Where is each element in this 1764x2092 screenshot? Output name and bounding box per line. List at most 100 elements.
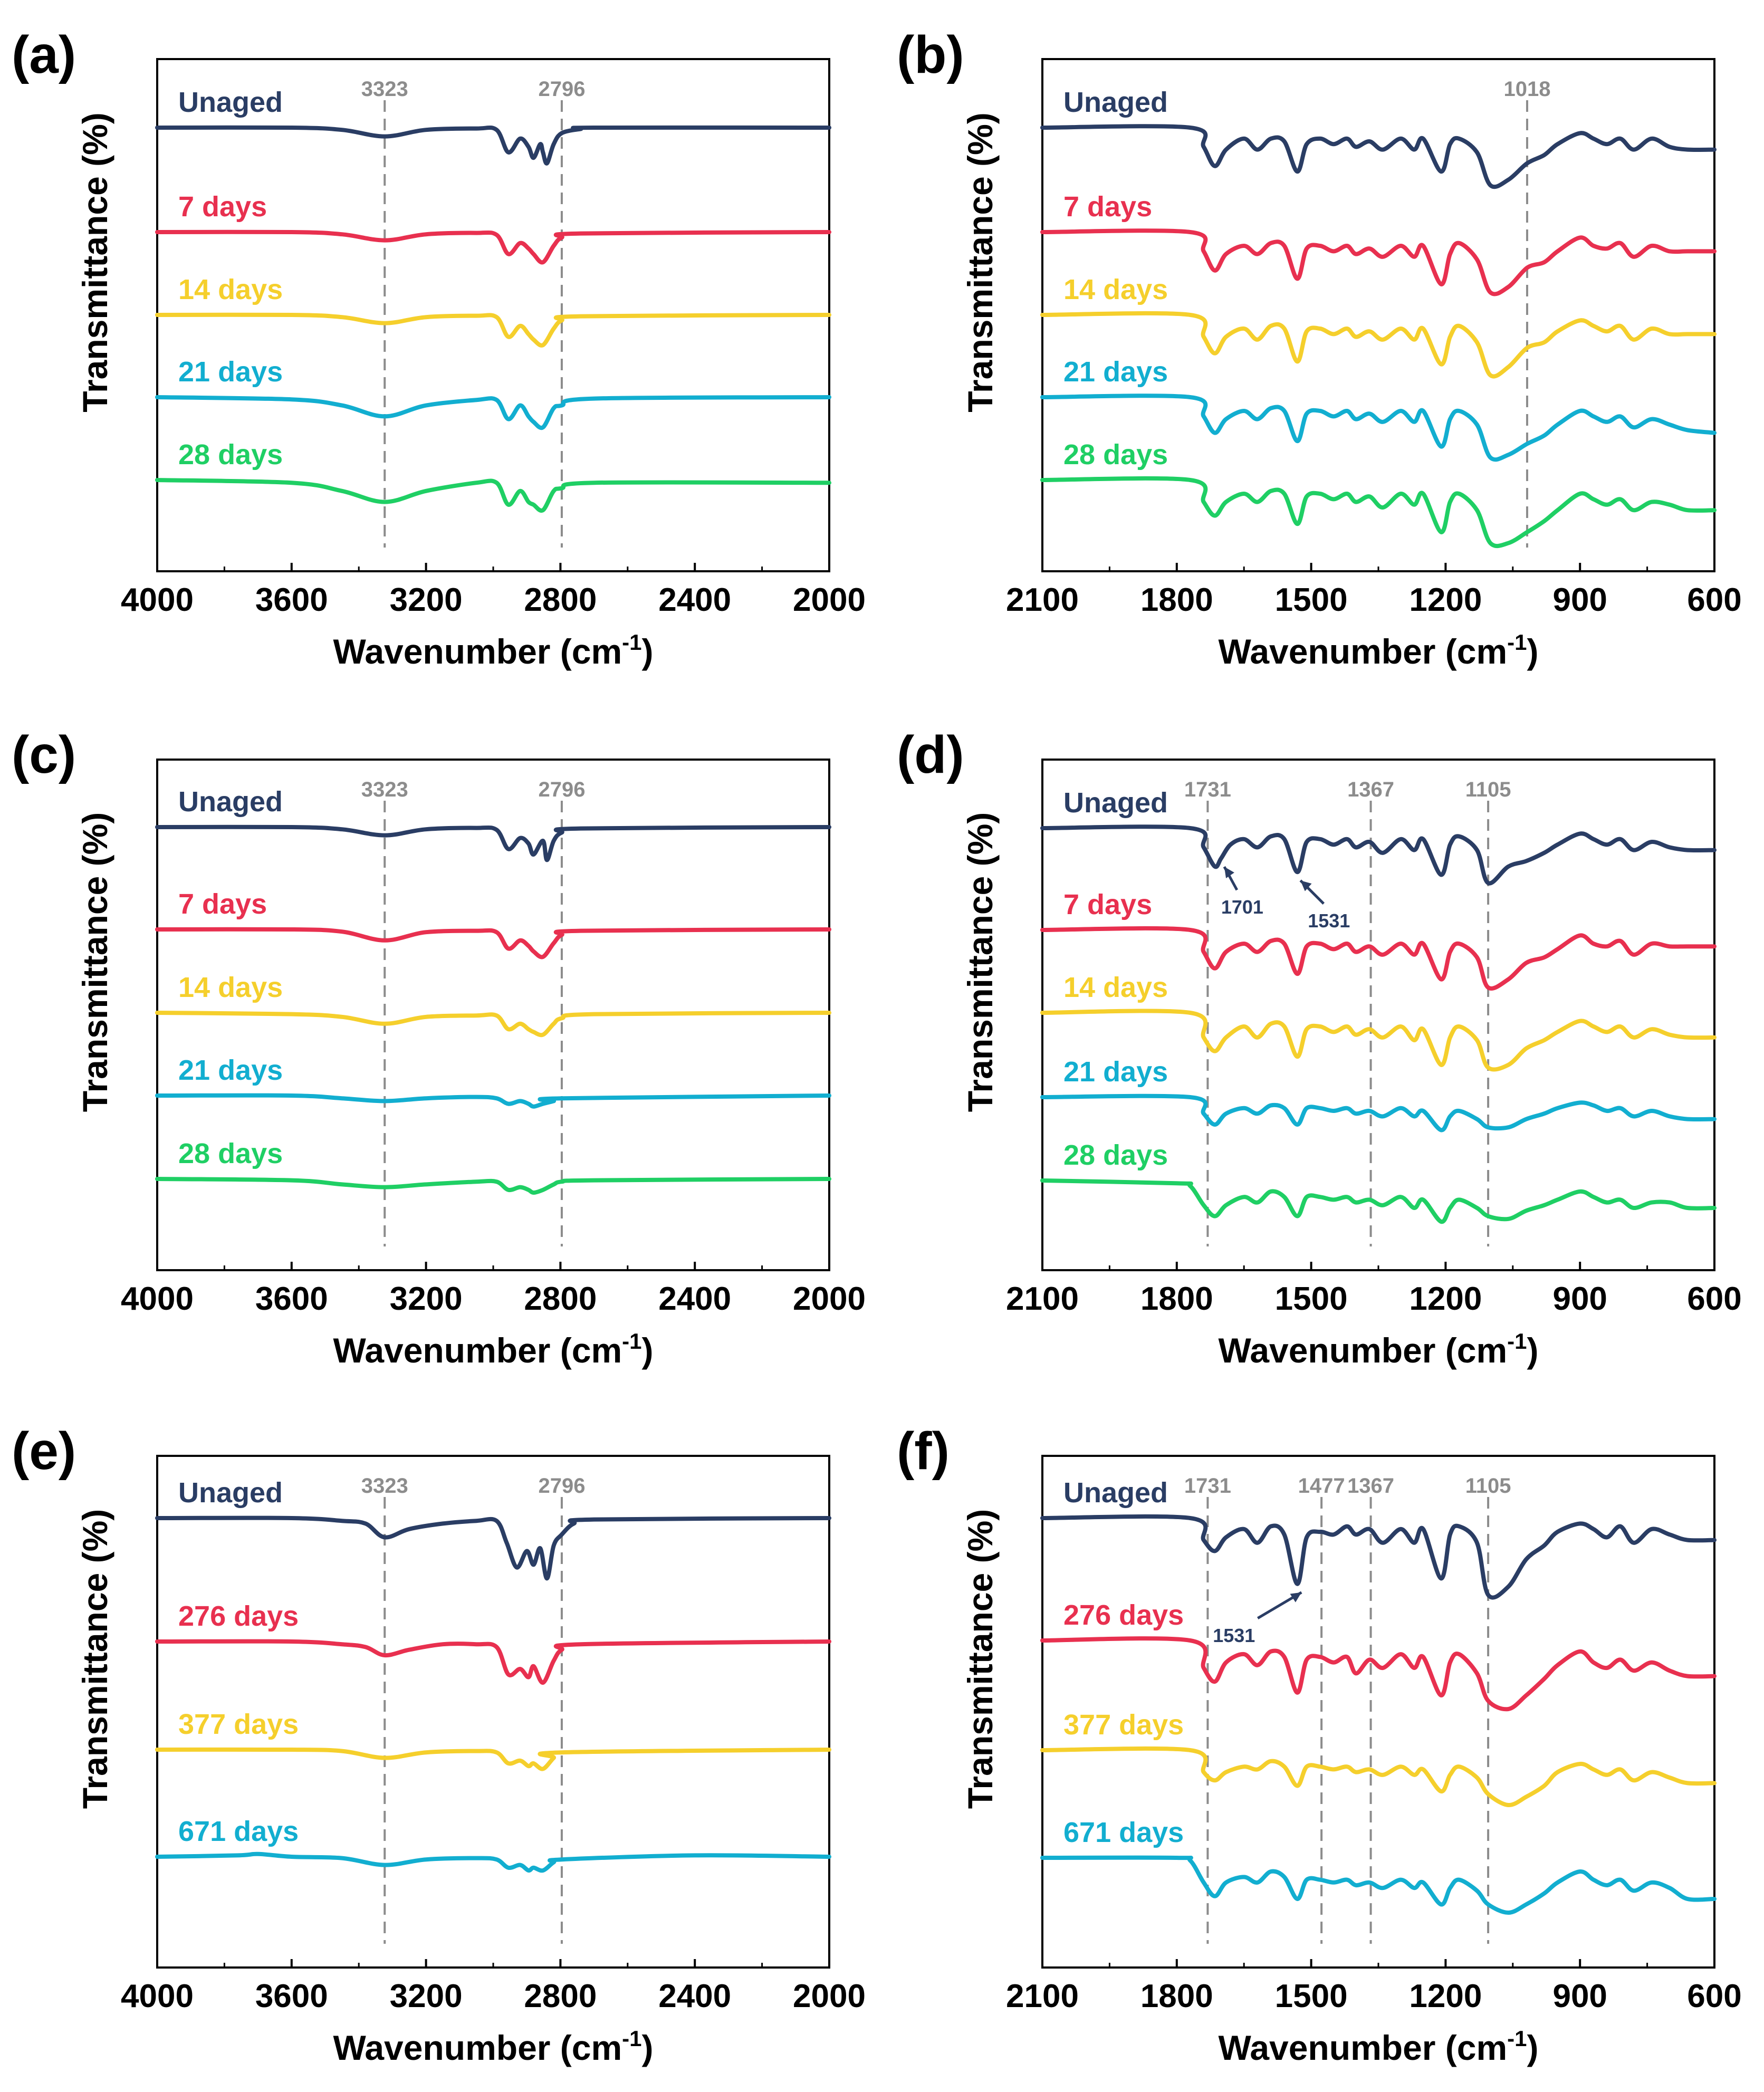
reference-line-label: 1018 — [1503, 78, 1550, 101]
x-tick-label: 600 — [1687, 1978, 1741, 2014]
annotation-label: 1701 — [1221, 896, 1263, 918]
series-line — [1040, 1009, 1717, 1072]
panel-a: (a) 4000 3600 3200 2800 2400 2000 Wavenumber (c… — [12, 25, 866, 671]
panel-f: (f) 2100 1800 1500 1200 900 600 Wavenumber (cm-… — [897, 1422, 1742, 2067]
series-line — [155, 1639, 831, 1685]
x-tick-label: 600 — [1687, 582, 1741, 618]
x-tick-label: 4000 — [121, 1978, 194, 2014]
reference-line-label: 1367 — [1347, 1474, 1394, 1498]
series-line — [1040, 824, 1717, 886]
series-line — [155, 1515, 831, 1581]
reference-line-label: 2796 — [538, 78, 585, 101]
series-label: Unaged — [1063, 787, 1168, 819]
series-line — [155, 1747, 831, 1771]
series-line — [1040, 926, 1717, 991]
x-tick-label: 2800 — [524, 1281, 597, 1317]
annotation-label: 1531 — [1308, 910, 1350, 932]
series-label: 14 days — [178, 972, 283, 1003]
series-line — [155, 1011, 831, 1038]
reference-line-label: 1105 — [1465, 1474, 1511, 1498]
x-tick-label: 900 — [1552, 582, 1607, 618]
series-label: 276 days — [178, 1600, 299, 1632]
x-axis-label: Wavenumber (cm-1) — [1218, 630, 1538, 671]
series-label: 28 days — [178, 439, 283, 471]
series-label: 671 days — [1063, 1817, 1184, 1848]
y-axis-label: Transmittance (%) — [961, 812, 1000, 1112]
panel-letter: (b) — [897, 25, 964, 84]
x-tick-label: 2000 — [793, 1978, 866, 2014]
panel-letter: (c) — [12, 725, 76, 784]
series-label: 14 days — [1063, 274, 1168, 305]
x-tick-label: 2000 — [793, 582, 866, 618]
x-tick-label: 2100 — [1006, 1281, 1079, 1317]
x-tick-label: 1200 — [1409, 582, 1482, 618]
y-axis-label: Transmittance (%) — [75, 812, 114, 1112]
reference-line-label: 3323 — [361, 1474, 408, 1498]
series-label: 377 days — [178, 1709, 299, 1740]
panel-e: (e) 4000 3600 3200 2800 2400 2000 Wavenumber (c… — [12, 1422, 866, 2067]
series-label: Unaged — [178, 87, 283, 118]
x-tick-label: 2400 — [658, 582, 731, 618]
reference-line-label: 1731 — [1184, 778, 1231, 801]
series-line — [155, 824, 831, 862]
panel-letter: (d) — [897, 725, 964, 784]
series-label: 14 days — [178, 274, 283, 305]
x-tick-label: 1800 — [1140, 582, 1213, 618]
reference-line-label: 1731 — [1184, 1474, 1231, 1498]
x-tick-label: 1800 — [1140, 1978, 1213, 2014]
series-label: 276 days — [1063, 1599, 1184, 1631]
x-tick-label: 3200 — [390, 1978, 463, 2014]
series-line — [1040, 476, 1717, 549]
x-tick-label: 1500 — [1275, 582, 1348, 618]
x-tick-label: 1500 — [1275, 1978, 1348, 2014]
series-line — [1040, 1746, 1717, 1807]
x-tick-label: 2800 — [524, 1978, 597, 2014]
series-line — [155, 1851, 831, 1873]
series-line — [1040, 1855, 1717, 1915]
x-tick-label: 1200 — [1409, 1978, 1482, 2014]
series-line — [155, 395, 831, 430]
x-tick-label: 2000 — [793, 1281, 866, 1317]
panel-letter: (f) — [897, 1422, 950, 1481]
panel-c: (c) 4000 3600 3200 2800 2400 2000 Wavenumber (c… — [12, 725, 866, 1370]
x-tick-label: 3200 — [390, 582, 463, 618]
series-label: 377 days — [1063, 1709, 1184, 1741]
x-tick-label: 2100 — [1006, 582, 1079, 618]
series-line — [155, 229, 831, 265]
reference-line-label: 1477 — [1298, 1474, 1345, 1498]
panel-letter: (a) — [12, 25, 76, 84]
y-axis-label: Transmittance (%) — [961, 112, 1000, 412]
annotation-arrowhead — [1290, 1592, 1302, 1602]
x-tick-label: 3200 — [390, 1281, 463, 1317]
series-label: 28 days — [178, 1138, 283, 1169]
annotation-label: 1531 — [1213, 1625, 1255, 1646]
series-line — [155, 312, 831, 348]
series-label: 21 days — [178, 1054, 283, 1086]
x-axis-label: Wavenumber (cm-1) — [333, 630, 653, 671]
series-label: 21 days — [1063, 1056, 1168, 1088]
series-label: 21 days — [178, 356, 283, 388]
series-line — [1040, 1636, 1717, 1712]
reference-line-label: 1367 — [1347, 778, 1394, 801]
x-tick-label: 900 — [1552, 1281, 1607, 1317]
y-axis-label: Transmittance (%) — [961, 1509, 1000, 1809]
series-label: Unaged — [1063, 87, 1168, 118]
series-line — [1040, 1093, 1717, 1133]
y-axis-label: Transmittance (%) — [75, 112, 114, 412]
series-line — [1040, 228, 1717, 296]
series-line — [155, 478, 831, 513]
x-tick-label: 2400 — [658, 1978, 731, 2014]
x-tick-label: 1500 — [1275, 1281, 1348, 1317]
annotation-arrowhead — [1300, 880, 1312, 891]
reference-line-label: 2796 — [538, 1474, 585, 1498]
panel-d: (d) 2100 1800 1500 1200 900 600 Wavenumber (cm-… — [897, 725, 1742, 1370]
series-label: 28 days — [1063, 1139, 1168, 1171]
series-label: 671 days — [178, 1816, 299, 1847]
series-label: 7 days — [1063, 191, 1152, 223]
x-tick-label: 2100 — [1006, 1978, 1079, 2014]
x-tick-label: 1200 — [1409, 1281, 1482, 1317]
series-line — [1040, 311, 1717, 379]
series-label: 28 days — [1063, 439, 1168, 471]
series-label: Unaged — [178, 786, 283, 818]
series-label: 7 days — [178, 191, 267, 223]
